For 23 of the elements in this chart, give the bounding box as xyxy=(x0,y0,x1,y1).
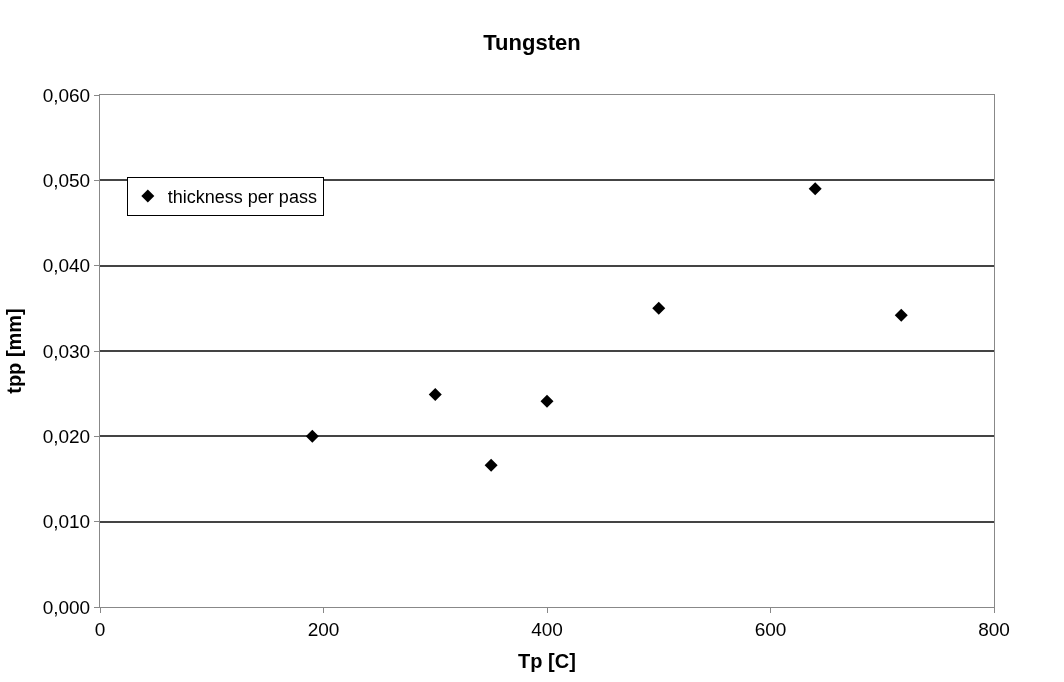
point xyxy=(808,182,822,196)
x-axis-title: Tp [C] xyxy=(518,650,576,673)
y-tick-label: 0,020 xyxy=(42,425,91,447)
point xyxy=(428,388,442,402)
x-tick-label: 800 xyxy=(978,618,1010,640)
x-tick-label: 400 xyxy=(531,618,563,640)
y-tick-label: 0,000 xyxy=(42,596,91,618)
point xyxy=(652,301,666,315)
point xyxy=(540,394,554,408)
x-tick-label: 0 xyxy=(94,618,106,640)
y-tick-label: 0,040 xyxy=(42,255,91,277)
point xyxy=(484,458,498,472)
y-axis-title: tpp [mm] xyxy=(3,308,26,394)
y-tick-label: 0,050 xyxy=(42,169,91,191)
point xyxy=(305,429,319,443)
chart-title: Tungsten xyxy=(483,29,581,55)
y-tick-label: 0,060 xyxy=(42,84,91,106)
y-tick-label: 0,010 xyxy=(42,511,91,533)
x-tick-label: 600 xyxy=(754,618,787,640)
x-tick-label: 200 xyxy=(307,618,340,640)
legend-label: thickness per pass xyxy=(167,187,317,208)
point xyxy=(894,308,908,322)
y-tick-label: 0,030 xyxy=(42,340,91,362)
